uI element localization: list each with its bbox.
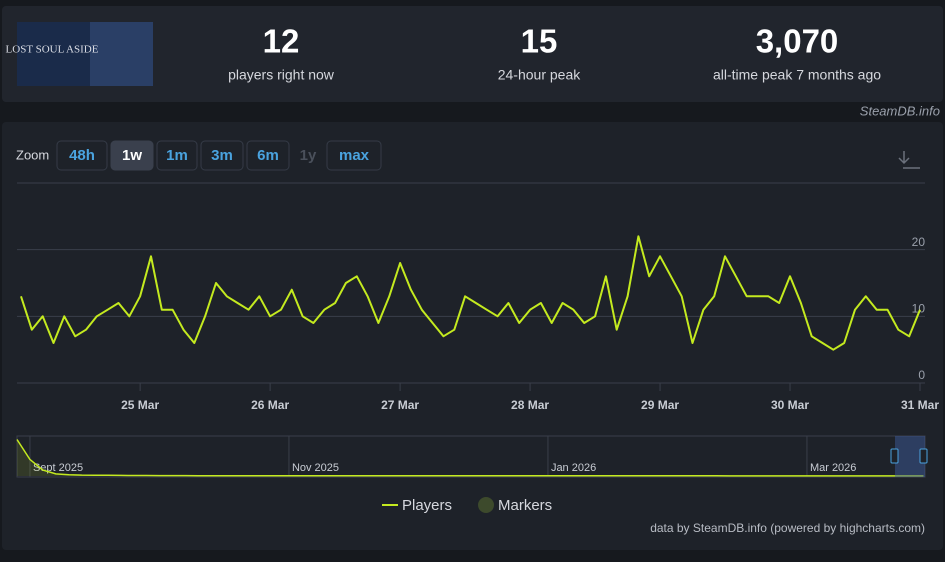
y-tick-label: 10 xyxy=(912,302,926,316)
x-tick-label: 30 Mar xyxy=(771,398,809,412)
stats-panel xyxy=(2,6,943,102)
stat-value: 15 xyxy=(521,23,558,60)
zoom-button-label[interactable]: 48h xyxy=(69,147,95,164)
zoom-button-label[interactable]: max xyxy=(339,147,370,164)
zoom-button[interactable] xyxy=(56,140,108,171)
zoom-button[interactable] xyxy=(200,140,244,171)
zoom-button-label: 1y xyxy=(300,147,317,164)
stat-value: 12 xyxy=(263,23,300,60)
legend-label[interactable]: Players xyxy=(402,497,452,514)
navigator-handle[interactable] xyxy=(890,448,899,464)
x-tick-label: 28 Mar xyxy=(511,398,549,412)
zoom-button-label[interactable]: 6m xyxy=(257,147,279,164)
legend-label[interactable]: Markers xyxy=(498,497,552,514)
credit[interactable]: data by SteamDB.info (powered by highcha… xyxy=(650,521,925,535)
stat-value: 3,070 xyxy=(756,23,839,60)
zoom-button[interactable] xyxy=(246,140,290,171)
navigator-label: Nov 2025 xyxy=(292,462,339,474)
zoom-buttons: 48h 1w 1m 3m 6m 1y max xyxy=(56,140,382,171)
stat-label: all-time peak 7 months ago xyxy=(713,67,881,83)
zoom-button[interactable] xyxy=(156,140,198,171)
x-tick-label: 25 Mar xyxy=(121,398,159,412)
main-chart: 0 10 20 25 Mar 26 Mar 27 Mar 28 Mar 29 Mar 30 Ma… xyxy=(17,235,939,412)
navigator: Sept 2025 Nov 2025 Jan 2026 Mar 2026 xyxy=(16,436,924,477)
download-icon[interactable] xyxy=(898,151,920,169)
y-tick-label: 0 xyxy=(918,368,925,382)
x-tick-label: 29 Mar xyxy=(641,398,679,412)
zoom-button[interactable] xyxy=(326,140,382,171)
zoom-button-label[interactable]: 1w xyxy=(122,147,142,164)
game-image-text: LOST SOUL ASIDE xyxy=(6,44,99,56)
navigator-line xyxy=(16,439,924,477)
legend: Players Markers xyxy=(382,497,552,514)
zoom-button-label[interactable]: 1m xyxy=(166,147,188,164)
chart-panel xyxy=(2,122,943,550)
navigator-label: Mar 2026 xyxy=(810,462,856,474)
game-image-art xyxy=(90,22,153,86)
stat-label: players right now xyxy=(228,67,335,83)
legend-symbol xyxy=(478,497,494,513)
stat-label: 24-hour peak xyxy=(498,67,582,83)
y-tick-label: 20 xyxy=(912,235,926,249)
source-link[interactable]: SteamDB.info xyxy=(860,103,940,118)
zoom-button[interactable] xyxy=(110,140,154,171)
x-tick-label: 31 Mar xyxy=(901,398,939,412)
navigator-handle[interactable] xyxy=(919,448,928,464)
x-tick-label: 26 Mar xyxy=(251,398,289,412)
zoom-button-label[interactable]: 3m xyxy=(211,147,233,164)
x-tick-label: 27 Mar xyxy=(381,398,419,412)
series-line xyxy=(20,235,921,351)
navigator-label: Jan 2026 xyxy=(551,462,596,474)
zoom-label: Zoom xyxy=(16,147,49,162)
